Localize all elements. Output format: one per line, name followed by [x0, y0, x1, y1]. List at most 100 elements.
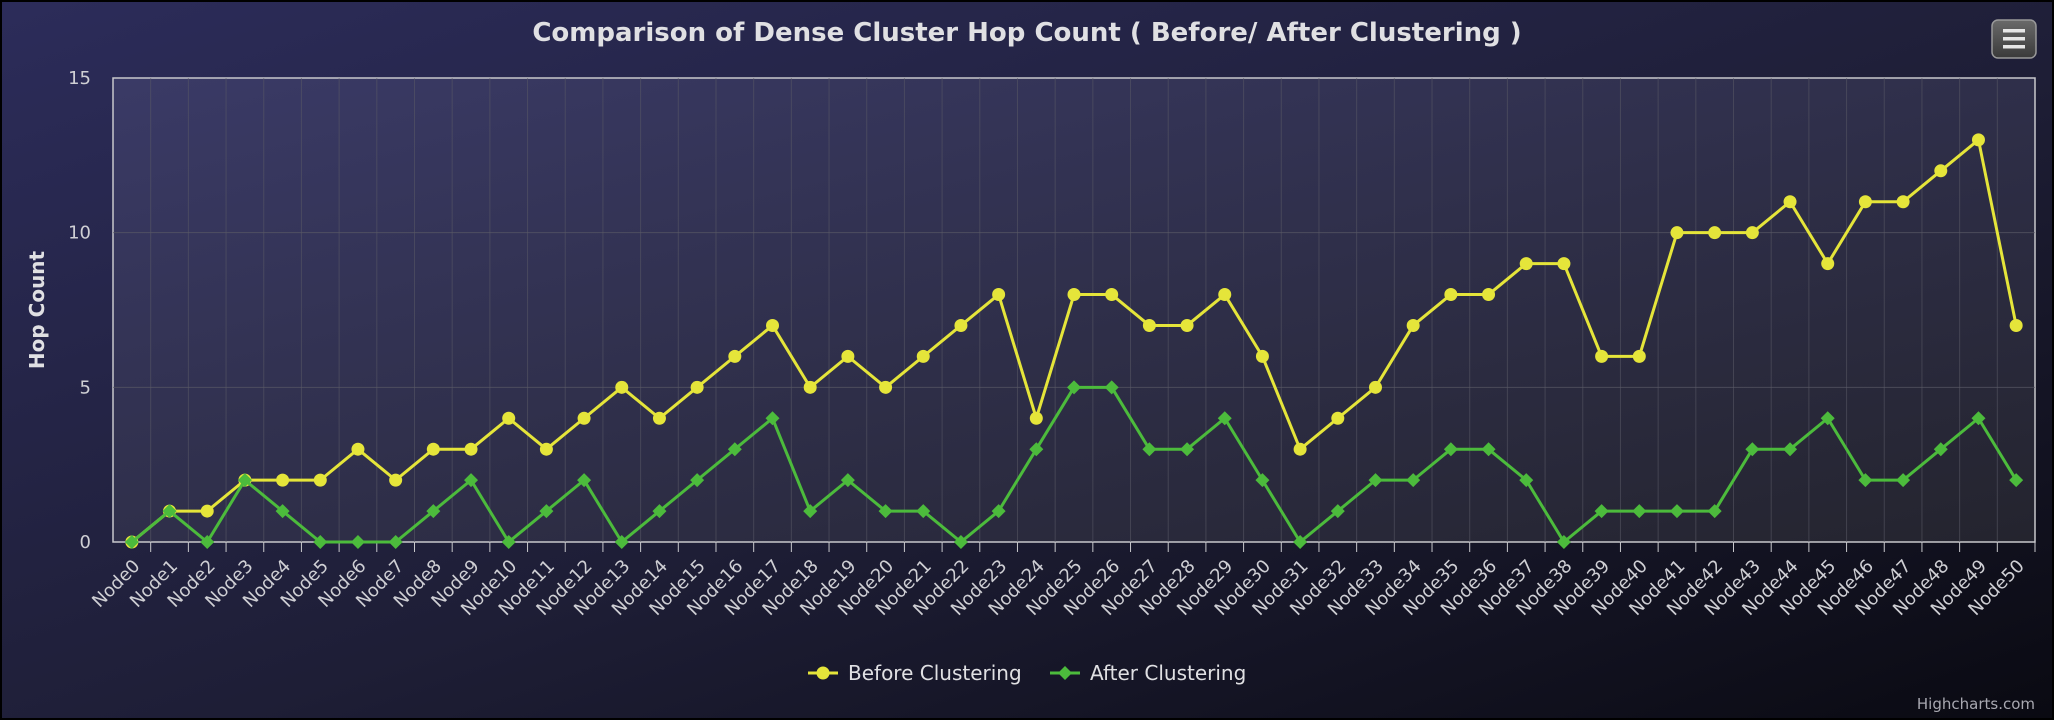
data-point — [313, 535, 328, 549]
data-point — [1481, 442, 1496, 457]
data-point — [1067, 288, 1081, 302]
data-point — [1519, 257, 1533, 271]
data-point — [1406, 473, 1421, 488]
data-point — [916, 349, 930, 363]
data-point — [577, 411, 591, 425]
data-point — [1368, 473, 1383, 488]
legend-marker — [1058, 666, 1072, 680]
data-point — [1217, 411, 1232, 426]
data-point — [200, 504, 214, 518]
data-point — [1745, 442, 1760, 457]
data-point — [728, 349, 742, 363]
legend-marker — [816, 666, 830, 680]
data-point — [1595, 349, 1609, 363]
data-point — [840, 473, 855, 488]
data-point — [389, 473, 403, 487]
data-point — [1443, 442, 1458, 457]
chart-title: Comparison of Dense Cluster Hop Count ( … — [532, 18, 1521, 48]
legend: Before Clustering After Clustering — [808, 661, 1246, 685]
data-point — [1896, 473, 1911, 488]
data-point — [879, 380, 893, 394]
data-point — [124, 535, 139, 549]
legend-item-after-clustering[interactable]: After Clustering — [1050, 661, 1246, 685]
y-tick-label: 10 — [68, 223, 91, 244]
data-point — [1105, 288, 1119, 302]
data-point — [1632, 349, 1646, 363]
plot-area — [112, 77, 2036, 543]
data-point — [577, 473, 592, 488]
data-point — [690, 380, 704, 394]
data-point — [1029, 442, 1044, 457]
data-point — [2009, 473, 2024, 488]
data-point — [1708, 226, 1722, 240]
data-point — [1934, 164, 1948, 178]
data-point — [916, 504, 931, 519]
data-point — [992, 288, 1006, 302]
data-point — [803, 504, 818, 519]
credits-link[interactable]: Highcharts.com — [1917, 695, 2035, 713]
data-point — [1557, 257, 1571, 271]
data-point — [766, 318, 780, 332]
data-point — [727, 442, 742, 457]
data-point — [652, 411, 666, 425]
data-point — [162, 504, 177, 519]
data-point — [1142, 318, 1156, 332]
legend-item-before-clustering[interactable]: Before Clustering — [808, 661, 1022, 685]
data-point — [237, 473, 252, 488]
data-point — [501, 535, 516, 549]
series-after-clustering — [124, 380, 2024, 549]
data-point — [502, 411, 516, 425]
series-layer — [124, 133, 2024, 549]
data-point — [652, 504, 667, 519]
data-point — [2009, 318, 2023, 332]
y-tick-label: 0 — [80, 532, 91, 553]
data-point — [1821, 257, 1835, 271]
y-axis-ticks: 0 5 10 15 — [68, 68, 91, 553]
data-point — [1255, 349, 1269, 363]
data-point — [765, 411, 780, 426]
data-point — [1896, 195, 1910, 209]
data-point — [953, 535, 968, 549]
data-point — [1330, 504, 1345, 519]
y-tick-label: 15 — [68, 68, 91, 89]
data-point — [803, 380, 817, 394]
data-point — [1971, 411, 1986, 426]
data-point — [878, 504, 893, 519]
data-point — [614, 535, 629, 549]
data-point — [1218, 288, 1232, 302]
data-point — [539, 504, 554, 519]
data-point — [1444, 288, 1458, 302]
data-point — [426, 504, 441, 519]
data-point — [276, 473, 290, 487]
data-point — [1707, 504, 1722, 519]
legend-label: Before Clustering — [848, 661, 1022, 685]
data-point — [464, 442, 478, 456]
data-point — [690, 473, 705, 488]
data-point — [1933, 442, 1948, 457]
series-before-clustering — [125, 133, 2023, 549]
data-point — [1293, 535, 1308, 549]
y-tick-label: 5 — [80, 377, 91, 398]
data-point — [1406, 318, 1420, 332]
data-point — [1858, 473, 1873, 488]
data-point — [1858, 195, 1872, 209]
data-point — [464, 473, 479, 488]
hamburger-menu-icon[interactable] — [1991, 19, 2037, 59]
data-point — [1783, 195, 1797, 209]
data-point — [388, 535, 403, 549]
data-point — [350, 535, 365, 549]
data-point — [1594, 504, 1609, 519]
data-point — [1820, 411, 1835, 426]
data-point — [615, 380, 629, 394]
data-point — [1067, 380, 1081, 395]
data-point — [1029, 411, 1043, 425]
data-point — [1180, 318, 1194, 332]
data-point — [1293, 442, 1307, 456]
data-point — [1669, 504, 1684, 519]
data-point — [1519, 473, 1534, 488]
data-point — [841, 349, 855, 363]
data-point — [1971, 133, 1985, 147]
data-point — [1142, 442, 1157, 457]
legend-label: After Clustering — [1090, 661, 1246, 685]
